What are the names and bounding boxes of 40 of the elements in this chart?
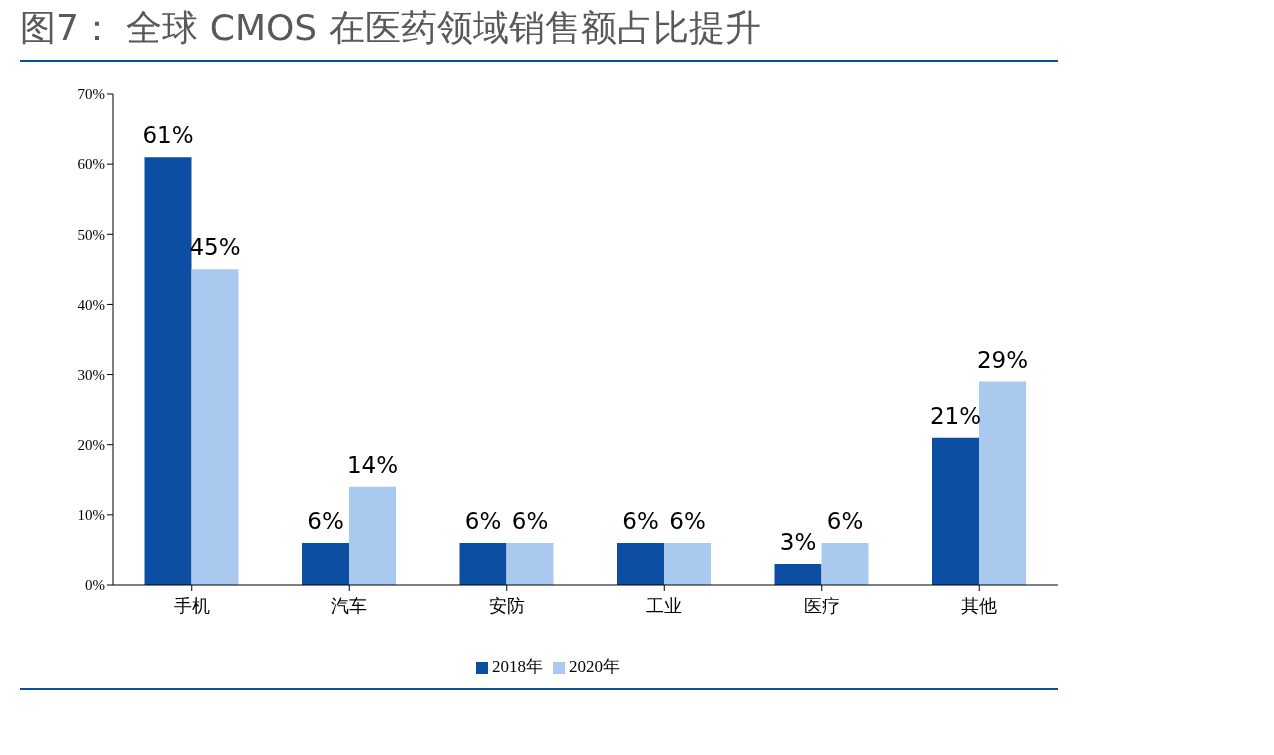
data-label: 6% xyxy=(826,507,864,534)
bar xyxy=(349,486,396,585)
y-tick-label: 30% xyxy=(77,366,105,383)
data-label: 61% xyxy=(142,122,194,149)
bar xyxy=(144,157,192,585)
data-label: 29% xyxy=(976,346,1029,373)
bar xyxy=(302,542,349,585)
y-tick-label: 50% xyxy=(77,226,105,243)
y-tick-label: 40% xyxy=(77,296,105,313)
data-label: 6% xyxy=(307,507,344,534)
data-label: 14% xyxy=(346,451,399,478)
y-tick-label: 10% xyxy=(77,507,105,524)
bar xyxy=(821,542,869,585)
data-label: 6% xyxy=(622,507,659,534)
legend-label: 2018年 xyxy=(492,657,543,676)
bar xyxy=(191,269,239,585)
y-tick-label: 70% xyxy=(77,86,105,103)
x-tick-label: 汽车 xyxy=(331,594,368,616)
chart-title: 图7： 全球 CMOS 在医药领域销售额占比提升 xyxy=(20,6,761,50)
bar xyxy=(664,542,711,585)
x-tick-label: 医疗 xyxy=(803,594,840,616)
y-tick-label: 0% xyxy=(85,577,105,594)
bar xyxy=(506,542,554,585)
x-tick-label: 工业 xyxy=(646,594,683,616)
y-tick-label: 20% xyxy=(77,437,105,454)
x-tick-label: 手机 xyxy=(173,594,210,616)
x-tick-label: 其他 xyxy=(961,594,998,616)
data-label: 6% xyxy=(511,507,549,534)
bar xyxy=(459,542,507,585)
data-label: 21% xyxy=(929,402,982,429)
bar xyxy=(932,437,979,585)
data-label: 6% xyxy=(669,507,706,534)
legend-label: 2020年 xyxy=(569,657,620,676)
bar xyxy=(617,542,664,585)
data-label: 6% xyxy=(464,507,502,534)
data-label: 3% xyxy=(779,528,817,555)
x-tick-label: 安防 xyxy=(488,594,525,616)
y-tick-label: 60% xyxy=(77,156,105,173)
bar xyxy=(979,381,1026,585)
bar xyxy=(774,563,822,585)
